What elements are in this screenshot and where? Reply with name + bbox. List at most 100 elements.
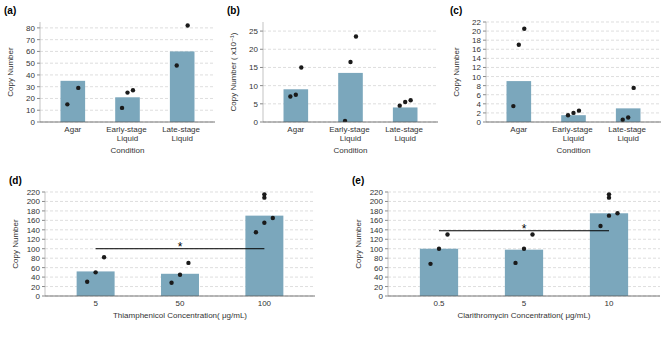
grid-line: [263, 67, 438, 68]
tick-label: 200: [370, 197, 384, 206]
tick-label: 0: [31, 118, 36, 127]
tick-label: 20: [472, 27, 481, 36]
tick-mark: [483, 22, 486, 23]
tick-label-line: Liquid: [172, 134, 193, 143]
dot: [607, 213, 611, 217]
tick-mark: [483, 58, 486, 59]
tick-label: 4: [477, 100, 482, 109]
tick-mark: [37, 98, 40, 99]
tick-mark: [385, 277, 388, 278]
tick-label: 20: [26, 94, 35, 103]
tick-label: Early-stage Liquid: [552, 125, 595, 143]
tick-mark: [483, 40, 486, 41]
grid-line: [45, 296, 315, 297]
tick-label: 160: [370, 216, 384, 225]
tick-label: 30: [26, 83, 35, 92]
dot: [271, 216, 275, 220]
dot: [348, 60, 352, 64]
grid-line: [45, 192, 315, 193]
tick-mark: [385, 296, 388, 297]
tick-label: 100: [370, 245, 384, 254]
tick-label: Early-stage Liquid: [329, 125, 372, 143]
tick-label-line: Late-stage: [162, 125, 202, 134]
x-axis-line: [263, 122, 438, 123]
panel-title: (a): [4, 5, 16, 16]
tick-label: 18: [472, 36, 481, 45]
grid-line: [45, 210, 315, 211]
y-axis-line: [40, 22, 41, 122]
tick-label-line: Early-stage: [329, 125, 372, 134]
x-axis-line: [486, 122, 661, 123]
bar: [161, 274, 199, 296]
dot: [522, 247, 526, 251]
dot: [185, 23, 189, 27]
tick-mark: [42, 239, 45, 240]
annotation: *: [522, 222, 527, 236]
tick-label: 15: [249, 63, 258, 72]
panel: 020406080100120140160180200220*0.5510Cla…: [352, 175, 660, 320]
grid-line: [388, 201, 660, 202]
tick-label: 20: [31, 283, 40, 292]
dot: [615, 211, 619, 215]
bar: [393, 107, 418, 122]
plot-area: [284, 34, 418, 122]
dot: [131, 88, 135, 92]
grid-line: [486, 67, 661, 68]
dot: [254, 230, 258, 234]
tick-mark: [42, 258, 45, 259]
y-axis-line: [388, 192, 389, 296]
tick-label: 160: [27, 216, 41, 225]
dot: [120, 106, 124, 110]
tick-label: 50: [26, 59, 35, 68]
dot: [428, 262, 432, 266]
bar: [338, 73, 363, 122]
y-axis-line: [45, 192, 46, 296]
dot: [262, 221, 266, 225]
dot: [175, 63, 179, 67]
tick-label: 60: [31, 264, 40, 273]
plot-area: [507, 27, 641, 122]
dot: [343, 119, 347, 122]
tick-label: 0: [379, 292, 384, 301]
tick-label: 16: [472, 45, 481, 54]
tick-mark: [385, 267, 388, 268]
grid-line: [263, 49, 438, 50]
tick-mark: [37, 86, 40, 87]
tick-label-line: Liquid: [563, 134, 584, 143]
tick-label: 22: [472, 18, 481, 27]
tick-mark: [483, 67, 486, 68]
x-axis-line: [40, 122, 215, 123]
tick-mark: [260, 31, 263, 32]
grid-line: [263, 122, 438, 123]
tick-label: 8: [477, 82, 482, 91]
tick-label: 10: [26, 106, 35, 115]
tick-mark: [42, 210, 45, 211]
tick-label-line: Liquid: [395, 134, 416, 143]
tick-label: Late-stage Liquid: [608, 125, 648, 143]
tick-mark: [385, 192, 388, 193]
y-axis-line: [263, 22, 264, 122]
dot: [511, 104, 515, 108]
tick-mark: [42, 220, 45, 221]
dot: [93, 270, 97, 274]
dot: [76, 86, 80, 90]
tick-label: 2: [477, 109, 482, 118]
tick-label: 140: [370, 226, 384, 235]
tick-label-line: Liquid: [340, 134, 361, 143]
tick-label-line: Liquid: [618, 134, 639, 143]
x-axis-label: Condition: [557, 146, 591, 155]
grid-line: [388, 192, 660, 193]
grid-line: [388, 210, 660, 211]
tick-label: 14: [472, 54, 481, 63]
bar: [505, 250, 543, 296]
grid-line: [486, 31, 661, 32]
annotation: *: [178, 240, 183, 254]
tick-label: 220: [27, 188, 41, 197]
dot: [102, 255, 106, 259]
y-axis-line: [486, 22, 487, 122]
tick-label: Agar: [287, 125, 304, 134]
panel-title: (d): [9, 175, 22, 186]
dot: [178, 273, 182, 277]
tick-label: 80: [374, 254, 383, 263]
dot: [288, 94, 292, 98]
